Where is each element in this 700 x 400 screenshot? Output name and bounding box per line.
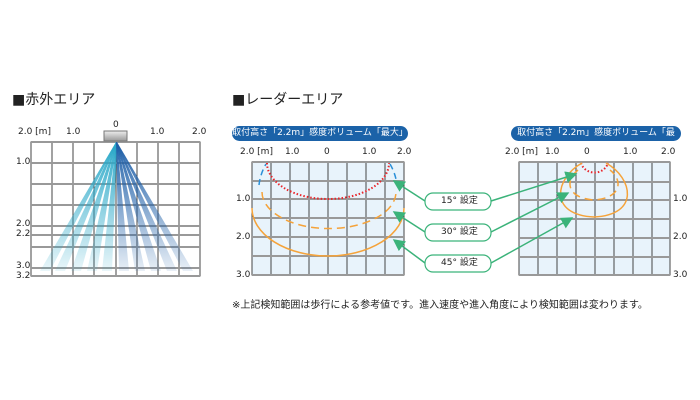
arrow [490, 217, 574, 264]
radar-max-grid [251, 161, 405, 276]
y-tick: 2.0 [236, 232, 251, 242]
curve-45 [251, 207, 405, 257]
arrow [490, 171, 578, 202]
arrow [392, 180, 426, 202]
x-tick: 1.0 [66, 127, 81, 137]
x-tick: 1.0 [545, 147, 560, 157]
sensor-icon [103, 130, 128, 142]
setting-label: 15° 設定 [441, 196, 478, 206]
curve-30-min [569, 169, 619, 201]
y-tick: 3.0 [16, 261, 31, 271]
x-tick: 2.0 [661, 147, 676, 157]
x-tick: 0 [324, 147, 330, 157]
y-tick: 2.0 [16, 219, 31, 229]
x-tick: 1.0 [623, 147, 638, 157]
x-tick: 2.0 [m] [18, 127, 51, 137]
curve-15-min [580, 162, 609, 174]
infrared-beam [55, 142, 117, 271]
radar-min-label: 取付高さ「2.2m」感度ボリューム「最小」 [511, 126, 681, 153]
radar-min-grid [518, 161, 671, 276]
arrow [392, 239, 426, 264]
y-tick: 2.0 [673, 232, 688, 242]
y-tick: 1.0 [236, 194, 251, 204]
infrared-beam [116, 142, 145, 271]
y-tick: 3.2 [16, 271, 31, 281]
setting-box [424, 223, 492, 242]
overlays [251, 162, 629, 273]
infrared-title: ■赤外エリア [12, 92, 96, 108]
x-tick: 2.0 [192, 127, 207, 137]
x-tick: 2.0 [m] [240, 147, 273, 157]
x-tick: 0 [584, 147, 590, 157]
curve-15 [266, 162, 390, 200]
radar-max-label: 取付高さ「2.2m」感度ボリューム「最大」 [232, 126, 408, 141]
y-tick: 3.0 [236, 270, 251, 280]
y-tick: 1.0 [673, 194, 688, 204]
x-tick: 1.0 [362, 147, 377, 157]
curve-30 [261, 191, 397, 230]
setting-label: 45° 設定 [441, 258, 478, 268]
setting-box [424, 192, 492, 211]
infrared-beam [116, 142, 161, 271]
infrared-beam [116, 142, 193, 271]
footnote: ※上記検知範囲は歩行による参考値です。進入速度や進入角度により検知範囲は変わりま… [232, 300, 648, 311]
infrared-beam [40, 142, 117, 271]
infrared-beam [116, 142, 177, 271]
infrared-beam [116, 142, 129, 271]
x-tick: 1.0 [150, 127, 165, 137]
radar-title: ■レーダーエリア [232, 92, 344, 108]
x-tick: 0 [113, 120, 119, 130]
y-tick: 3.0 [673, 270, 688, 280]
infrared-beam [87, 142, 117, 271]
x-tick: 2.0 [397, 147, 412, 157]
arrow [490, 192, 570, 233]
y-tick: 2.2 [16, 229, 31, 239]
x-tick: 2.0 [m] [505, 147, 538, 157]
setting-label: 30° 設定 [441, 227, 478, 237]
curve-45-min [559, 162, 629, 218]
y-tick: 1.0 [16, 157, 31, 167]
infrared-beam [71, 142, 117, 271]
setting-box [424, 254, 492, 273]
x-tick: 1.0 [285, 147, 300, 157]
infrared-beam [102, 142, 117, 271]
arrow [392, 211, 426, 233]
infrared-grid [30, 130, 201, 277]
